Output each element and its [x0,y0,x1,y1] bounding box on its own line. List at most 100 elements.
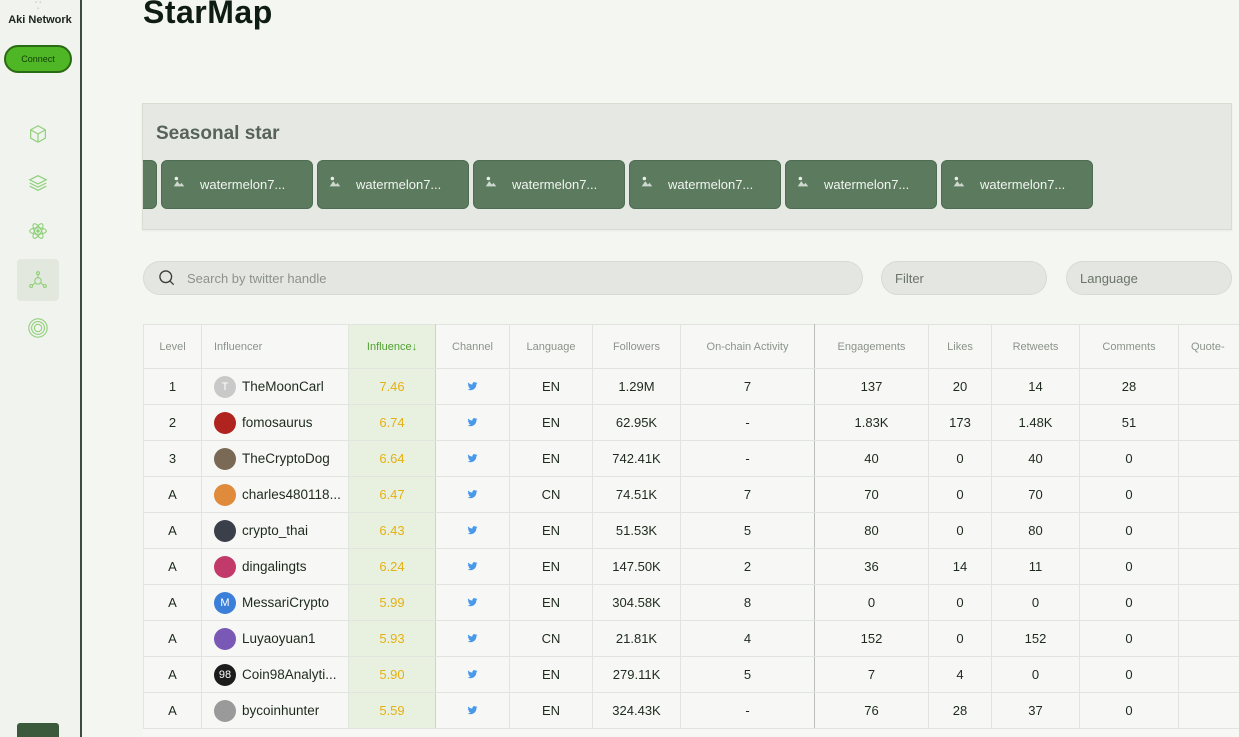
broken-image-icon [797,176,809,187]
target-icon [28,318,48,338]
influencer-cell[interactable]: TheCryptoDog [201,440,349,477]
quotes-cell [1178,404,1239,441]
twitter-icon[interactable] [467,634,478,643]
twitter-icon[interactable] [467,490,478,499]
influence-cell: 6.24 [348,548,436,585]
influencer-name[interactable]: MessariCrypto [242,595,330,610]
engagements-cell: 70 [814,476,929,513]
language-cell: EN [509,584,593,621]
header-likes[interactable]: Likes [928,324,992,369]
header-followers[interactable]: Followers [592,324,681,369]
onchain-activity-cell: 8 [680,584,815,621]
twitter-icon[interactable] [467,598,478,607]
followers-cell: 147.50K [592,548,681,585]
retweets-cell: 152 [991,620,1080,657]
influencer-name[interactable]: fomosaurus [242,415,313,430]
seasonal-star-carousel[interactable]: watermelon7... watermelon7... watermelon7.… [143,160,1093,210]
header-influence[interactable]: Influence↓ [348,324,436,369]
header-engagements[interactable]: Engagements [814,324,929,369]
search-box[interactable] [143,261,863,295]
sidebar-item-network[interactable] [17,259,59,301]
onchain-activity-cell: 7 [680,476,815,513]
header-comments[interactable]: Comments [1079,324,1179,369]
comments-cell: 51 [1079,404,1179,441]
twitter-icon[interactable] [467,454,478,463]
influencer-name[interactable]: bycoinhunter [242,703,320,718]
seasonal-star-card[interactable]: watermelon7... [941,160,1093,209]
comments-cell: 0 [1079,692,1179,729]
table-row[interactable]: A Luyaoyuan1 5.93 CN 21.81K 4 152 0 152 0 [143,620,1239,657]
header-level[interactable]: Level [143,324,202,369]
twitter-icon[interactable] [467,526,478,535]
influencer-cell[interactable]: M MessariCrypto [201,584,349,621]
table-row[interactable]: 1 T TheMoonCarl 7.46 EN 1.29M 7 137 20 14 28 [143,368,1239,405]
connect-button[interactable]: Connect [4,45,72,73]
channel-cell [435,656,510,693]
header-language[interactable]: Language [509,324,593,369]
influencer-name[interactable]: Luyaoyuan1 [242,631,316,646]
header-onchain-activity[interactable]: On-chain Activity [680,324,815,369]
table-row[interactable]: 3 TheCryptoDog 6.64 EN 742.41K -40 0 40 0 [143,440,1239,477]
seasonal-star-card[interactable]: watermelon7... [143,160,157,209]
header-quotes[interactable]: Quote- [1178,324,1239,369]
seasonal-star-card[interactable]: watermelon7... [161,160,313,209]
twitter-icon[interactable] [467,562,478,571]
language-dropdown[interactable]: Language [1066,261,1232,295]
influencer-cell[interactable]: charles480118... [201,476,349,513]
influence-cell: 6.43 [348,512,436,549]
influencer-name[interactable]: Coin98Analyti... [242,667,337,682]
seasonal-star-card[interactable]: watermelon7... [785,160,937,209]
search-input[interactable] [187,270,787,286]
twitter-icon[interactable] [467,418,478,427]
atom-icon [29,223,47,239]
channel-cell [435,440,510,477]
twitter-icon[interactable] [467,706,478,715]
influencer-cell[interactable]: dingalingts [201,548,349,585]
layers-icon [28,175,48,191]
influence-cell: 6.64 [348,440,436,477]
sidebar-bottom-button[interactable] [17,723,59,737]
influencer-cell[interactable]: 98 Coin98Analyti... [201,656,349,693]
influencer-cell[interactable]: T TheMoonCarl [201,368,349,405]
influencer-name[interactable]: TheCryptoDog [242,451,330,466]
language-cell: EN [509,440,593,477]
engagements-cell: 76 [814,692,929,729]
sidebar-item-atom[interactable] [17,210,59,252]
influencer-cell[interactable]: crypto_thai [201,512,349,549]
filter-dropdown[interactable]: Filter [881,261,1047,295]
twitter-icon[interactable] [467,382,478,391]
header-channel[interactable]: Channel [435,324,510,369]
influencer-name[interactable]: TheMoonCarl [242,379,324,394]
brand-name: Aki Network [8,14,72,26]
table-row[interactable]: A 98 Coin98Analyti... 5.90 EN 279.11K 5 7 4 0 0 [143,656,1239,693]
influencer-cell[interactable]: bycoinhunter [201,692,349,729]
onchain-activity-cell: - [680,404,815,441]
seasonal-star-card[interactable]: watermelon7... [629,160,781,209]
sidebar-item-layers[interactable] [17,162,59,204]
broken-image-icon [329,176,341,187]
table-row[interactable]: 2 fomosaurus 6.74 EN 62.95K -1.83K 173 1.48K 51 [143,404,1239,441]
table-row[interactable]: A M MessariCrypto 5.99 EN 304.58K 8 0 0 0 0 [143,584,1239,621]
header-retweets[interactable]: Retweets [991,324,1080,369]
sidebar-item-cube[interactable] [17,113,59,155]
seasonal-star-card[interactable]: watermelon7... [317,160,469,209]
influencer-name[interactable]: crypto_thai [242,523,309,538]
language-cell: CN [509,476,593,513]
influencer-name[interactable]: charles480118... [242,487,341,502]
language-cell: EN [509,692,593,729]
retweets-cell: 0 [991,584,1080,621]
influencer-cell[interactable]: Luyaoyuan1 [201,620,349,657]
influencer-cell[interactable]: fomosaurus [201,404,349,441]
influencer-name[interactable]: dingalingts [242,559,307,574]
retweets-cell: 37 [991,692,1080,729]
avatar: M [214,591,236,614]
sidebar-item-target[interactable] [17,307,59,349]
twitter-icon[interactable] [467,670,478,679]
network-icon [29,271,47,288]
seasonal-star-card[interactable]: watermelon7... [473,160,625,209]
header-influencer[interactable]: Influencer [201,324,349,369]
